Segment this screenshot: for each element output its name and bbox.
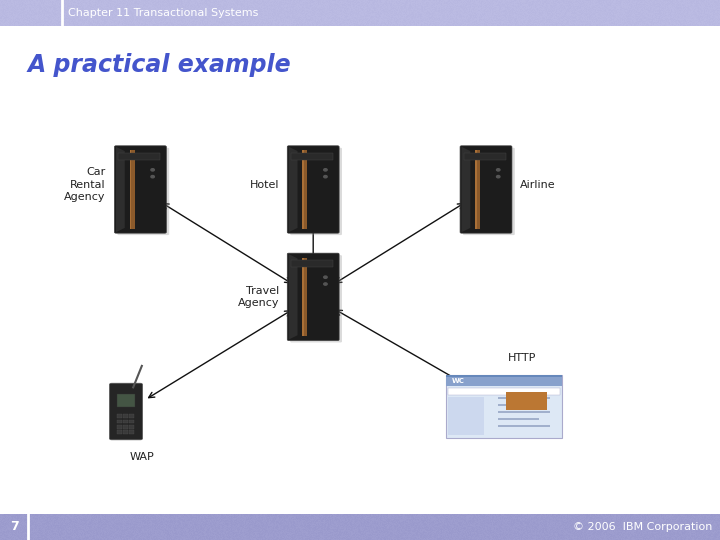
FancyArrowPatch shape — [336, 310, 481, 394]
FancyBboxPatch shape — [287, 253, 339, 341]
FancyBboxPatch shape — [460, 146, 512, 233]
Bar — [475, 150, 480, 229]
Text: Car
Rental
Agency: Car Rental Agency — [64, 167, 106, 202]
Circle shape — [497, 176, 500, 178]
Text: WC: WC — [452, 377, 465, 383]
Bar — [302, 258, 307, 336]
FancyBboxPatch shape — [109, 383, 143, 440]
Bar — [446, 375, 562, 438]
Bar — [498, 425, 550, 427]
Bar — [446, 377, 562, 386]
Bar — [130, 150, 131, 229]
Bar — [498, 418, 539, 420]
Text: HTTP: HTTP — [508, 353, 536, 363]
FancyBboxPatch shape — [114, 146, 166, 233]
Polygon shape — [289, 147, 297, 232]
FancyBboxPatch shape — [290, 148, 342, 235]
Text: A practical example: A practical example — [27, 53, 291, 77]
Bar — [446, 375, 562, 386]
Text: Travel
Agency: Travel Agency — [238, 286, 279, 308]
Bar — [118, 153, 160, 160]
FancyBboxPatch shape — [290, 255, 342, 342]
Bar — [498, 404, 539, 406]
Bar — [464, 153, 505, 160]
Bar — [448, 397, 485, 435]
Bar — [130, 150, 135, 229]
FancyBboxPatch shape — [463, 148, 515, 235]
Text: WAP: WAP — [130, 451, 154, 462]
Bar — [123, 420, 128, 423]
Circle shape — [151, 168, 154, 171]
Bar — [130, 414, 134, 418]
Bar — [291, 153, 333, 160]
Bar — [291, 260, 333, 267]
Circle shape — [324, 176, 327, 178]
Text: Hotel: Hotel — [250, 180, 279, 190]
Circle shape — [324, 276, 327, 278]
Circle shape — [324, 283, 327, 285]
Bar — [302, 150, 304, 229]
Bar — [506, 392, 546, 410]
Bar — [498, 397, 550, 399]
Bar — [498, 411, 550, 413]
Bar — [302, 258, 304, 336]
FancyBboxPatch shape — [287, 146, 339, 233]
FancyArrowPatch shape — [336, 204, 464, 283]
Bar — [117, 394, 135, 407]
FancyArrowPatch shape — [148, 310, 291, 397]
Bar — [117, 430, 122, 434]
Bar — [117, 425, 122, 429]
Bar — [123, 425, 128, 429]
Text: 7: 7 — [10, 521, 19, 534]
Bar — [475, 150, 477, 229]
Polygon shape — [116, 147, 125, 232]
Circle shape — [151, 176, 154, 178]
Bar — [302, 150, 307, 229]
Polygon shape — [289, 254, 297, 340]
Bar — [130, 430, 134, 434]
FancyArrowPatch shape — [163, 204, 291, 283]
Bar — [123, 414, 128, 418]
Bar — [130, 425, 134, 429]
Circle shape — [324, 168, 327, 171]
Bar — [123, 430, 128, 434]
Circle shape — [497, 168, 500, 171]
Text: © 2006  IBM Corporation: © 2006 IBM Corporation — [572, 522, 712, 532]
Text: Chapter 11 Transactional Systems: Chapter 11 Transactional Systems — [68, 8, 258, 18]
Bar — [130, 420, 134, 423]
FancyBboxPatch shape — [117, 148, 169, 235]
FancyArrowPatch shape — [310, 216, 316, 271]
Bar — [448, 388, 560, 395]
Bar — [117, 420, 122, 423]
Bar — [117, 414, 122, 418]
Polygon shape — [462, 147, 470, 232]
Text: Airline: Airline — [520, 180, 555, 190]
